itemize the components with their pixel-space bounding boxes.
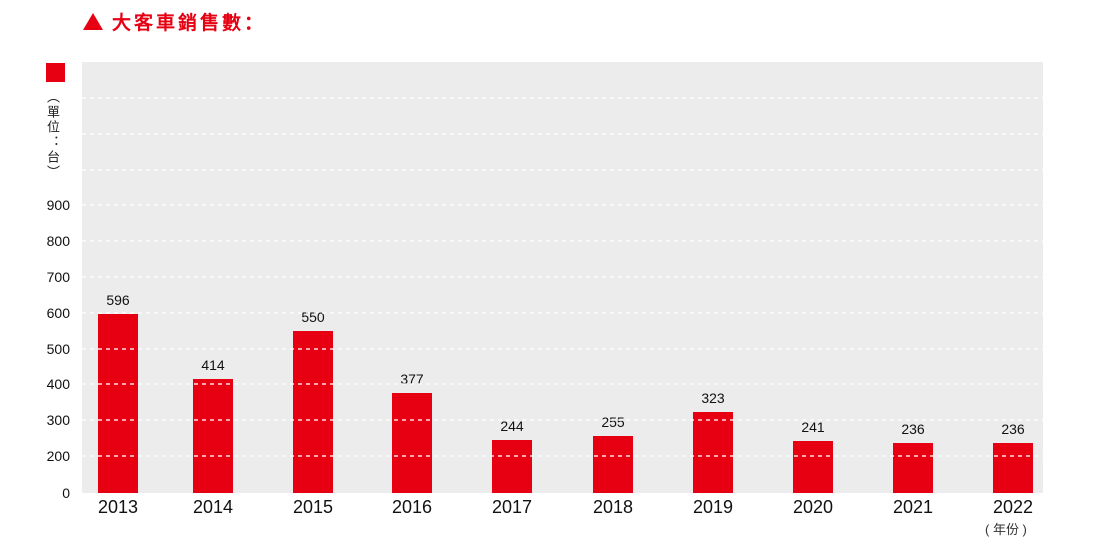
- gridline: [82, 347, 1043, 350]
- x-tick-2022: 2022: [992, 497, 1034, 517]
- gridline: [82, 168, 1043, 171]
- gridline: [82, 132, 1043, 135]
- bar-value-label: 236: [901, 421, 925, 438]
- gridline: [82, 97, 1043, 99]
- y-tick-300: 300: [46, 412, 70, 429]
- x-tick-2020: 2020: [792, 497, 834, 517]
- bar-2015: 550: [293, 309, 333, 493]
- gridline: [82, 204, 1043, 207]
- bar-2020: 241: [793, 419, 833, 493]
- bar-2016: 377: [392, 371, 432, 493]
- x-tick-2015: 2015: [292, 497, 334, 517]
- bar-2022: 236: [993, 421, 1033, 493]
- triangle-marker-icon: [83, 13, 103, 30]
- gridline: [82, 311, 1043, 314]
- gridline: [82, 455, 1043, 457]
- y-tick-700: 700: [46, 269, 70, 285]
- gridline: [82, 383, 1043, 386]
- bar-2017: 244: [492, 418, 532, 493]
- y-tick-200: 200: [46, 448, 70, 464]
- y-tick-0: 0: [62, 485, 70, 501]
- y-tick-400: 400: [46, 376, 70, 393]
- y-tick-900: 900: [46, 197, 70, 214]
- y-tick-800: 800: [46, 233, 70, 250]
- x-tick-2021: 2021: [892, 497, 934, 517]
- bar-2019: 323: [693, 390, 733, 493]
- y-tick-500: 500: [46, 340, 70, 357]
- bar-value-label: 596: [106, 292, 130, 309]
- x-tick-2017: 2017: [491, 497, 533, 517]
- bar-value-label: 241: [801, 419, 825, 436]
- x-tick-2014: 2014: [192, 497, 234, 517]
- x-tick-2019: 2019: [692, 497, 734, 517]
- legend-swatch: [46, 63, 65, 82]
- x-tick-2018: 2018: [592, 497, 634, 517]
- bar-value-label: 255: [601, 414, 625, 431]
- bar-2014: 414: [193, 357, 233, 493]
- bar-value-label: 414: [201, 357, 225, 374]
- chart-title-text: 大客車銷售數：: [112, 13, 267, 34]
- x-tick-2013: 2013: [97, 497, 139, 517]
- x-axis-unit-note: ( 年份 ): [985, 522, 1027, 537]
- plot-area: 596 414 550 377 244 255 323 241 236 236: [82, 62, 1043, 493]
- bar-value-label: 236: [1001, 421, 1025, 438]
- bar-2018: 255: [593, 414, 633, 493]
- bar-2013: 596: [98, 292, 138, 493]
- x-tick-2016: 2016: [391, 497, 433, 517]
- bar-value-label: 377: [400, 370, 424, 387]
- y-tick-600: 600: [46, 304, 70, 321]
- gridline: [82, 419, 1043, 422]
- chart-title: 大客車銷售數：: [83, 8, 266, 35]
- unit-label: （單位：台）: [45, 90, 60, 180]
- bar-value-label: 323: [701, 389, 725, 406]
- bar-2021: 236: [893, 421, 933, 493]
- bar-value-label: 244: [500, 418, 524, 435]
- gridline: [82, 276, 1043, 278]
- gridline: [82, 240, 1043, 243]
